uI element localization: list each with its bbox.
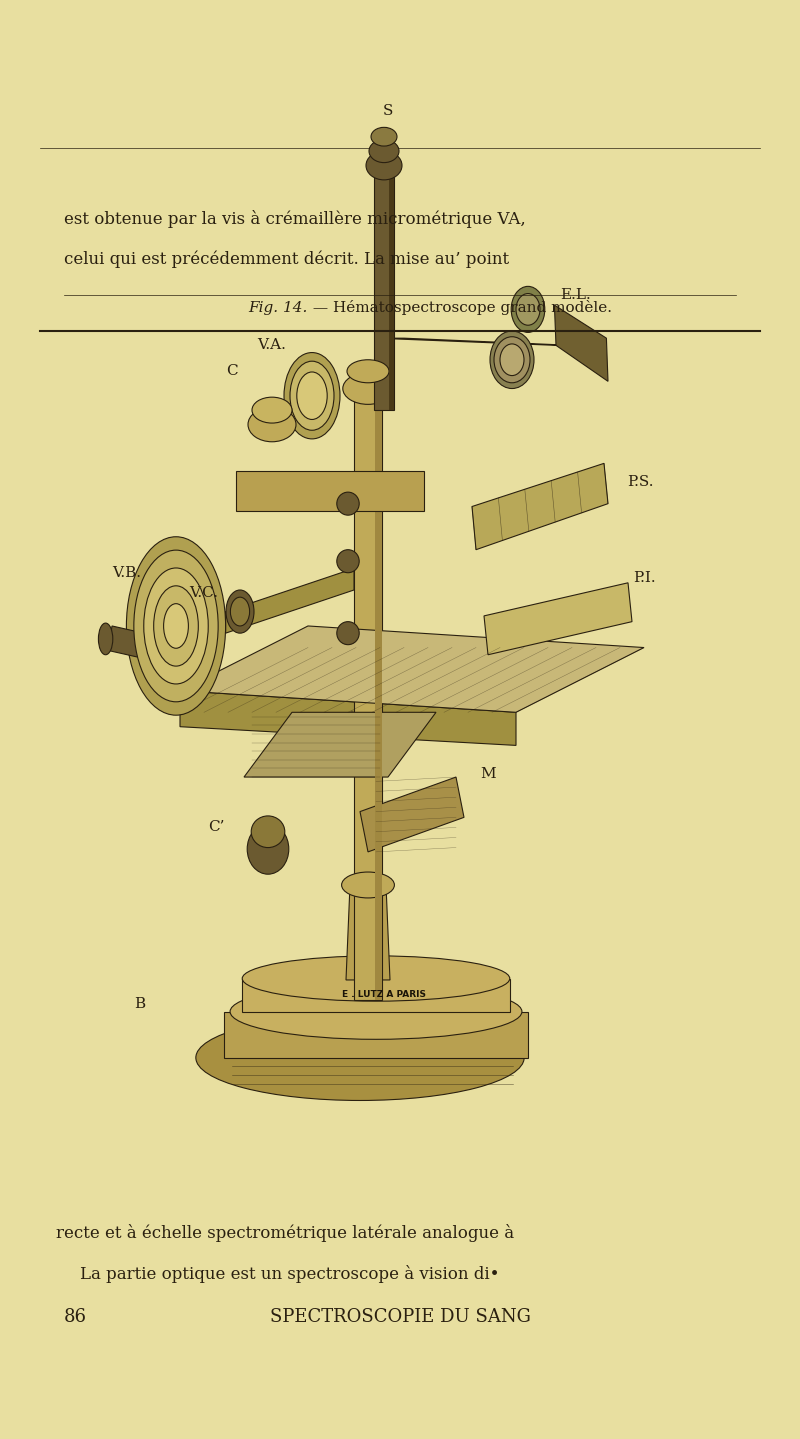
Polygon shape bbox=[375, 389, 382, 1000]
Text: C’: C’ bbox=[208, 820, 224, 835]
Text: P.I.: P.I. bbox=[633, 571, 655, 586]
Ellipse shape bbox=[134, 550, 218, 702]
Polygon shape bbox=[224, 1012, 528, 1058]
Text: V.C.: V.C. bbox=[190, 586, 218, 600]
Ellipse shape bbox=[144, 568, 208, 684]
Ellipse shape bbox=[242, 955, 510, 1002]
Polygon shape bbox=[226, 568, 354, 633]
Ellipse shape bbox=[252, 397, 292, 423]
Text: S: S bbox=[383, 104, 393, 118]
Ellipse shape bbox=[290, 361, 334, 430]
Ellipse shape bbox=[371, 128, 397, 145]
Ellipse shape bbox=[251, 816, 285, 848]
Ellipse shape bbox=[248, 407, 296, 442]
Polygon shape bbox=[472, 463, 608, 550]
Ellipse shape bbox=[366, 151, 402, 180]
Polygon shape bbox=[389, 165, 394, 410]
Polygon shape bbox=[360, 777, 464, 852]
Polygon shape bbox=[180, 626, 644, 712]
Ellipse shape bbox=[337, 550, 359, 573]
Text: La partie optique est un spectroscope à vision di•: La partie optique est un spectroscope à … bbox=[80, 1265, 499, 1282]
Text: E.L.: E.L. bbox=[561, 288, 591, 302]
Text: E . LUTZ A PARIS: E . LUTZ A PARIS bbox=[342, 990, 426, 999]
Ellipse shape bbox=[297, 373, 327, 420]
Ellipse shape bbox=[154, 586, 198, 666]
Ellipse shape bbox=[126, 537, 226, 715]
Ellipse shape bbox=[500, 344, 524, 376]
Ellipse shape bbox=[230, 597, 250, 626]
Text: M: M bbox=[480, 767, 496, 781]
Polygon shape bbox=[244, 712, 436, 777]
Ellipse shape bbox=[337, 492, 359, 515]
Polygon shape bbox=[354, 389, 382, 1000]
Polygon shape bbox=[484, 583, 632, 655]
Text: V.B.: V.B. bbox=[112, 566, 141, 580]
Ellipse shape bbox=[337, 622, 359, 645]
Ellipse shape bbox=[369, 140, 399, 163]
Text: — Hématospectroscope grand modèle.: — Hématospectroscope grand modèle. bbox=[308, 301, 612, 315]
Ellipse shape bbox=[98, 623, 113, 655]
Text: recte et à échelle spectrométrique latérale analogue à: recte et à échelle spectrométrique latér… bbox=[56, 1225, 514, 1242]
Text: 86: 86 bbox=[64, 1308, 87, 1325]
Text: C: C bbox=[226, 364, 238, 378]
Polygon shape bbox=[554, 305, 608, 381]
Ellipse shape bbox=[230, 984, 522, 1039]
Polygon shape bbox=[108, 626, 176, 665]
Polygon shape bbox=[346, 885, 390, 980]
Text: celui qui est précédemment décrit. La mise au’ point: celui qui est précédemment décrit. La mi… bbox=[64, 250, 509, 268]
Text: V.A.: V.A. bbox=[258, 338, 286, 353]
Polygon shape bbox=[374, 165, 394, 410]
Ellipse shape bbox=[342, 872, 394, 898]
Text: B: B bbox=[134, 997, 146, 1012]
Polygon shape bbox=[236, 471, 424, 511]
Ellipse shape bbox=[226, 590, 254, 633]
Text: est obtenue par la vis à crémaillère micrométrique VA,: est obtenue par la vis à crémaillère mic… bbox=[64, 210, 526, 227]
Text: P.S.: P.S. bbox=[626, 475, 654, 489]
Ellipse shape bbox=[284, 353, 340, 439]
Polygon shape bbox=[376, 338, 572, 345]
Ellipse shape bbox=[343, 373, 394, 404]
Text: SPECTROSCOPIE DU SANG: SPECTROSCOPIE DU SANG bbox=[270, 1308, 530, 1325]
Ellipse shape bbox=[494, 337, 530, 383]
Ellipse shape bbox=[247, 823, 289, 873]
Ellipse shape bbox=[163, 604, 189, 648]
Ellipse shape bbox=[516, 294, 540, 325]
Text: Fig. 14.: Fig. 14. bbox=[249, 301, 308, 315]
Polygon shape bbox=[180, 691, 516, 745]
Ellipse shape bbox=[511, 286, 545, 332]
Ellipse shape bbox=[347, 360, 389, 383]
Ellipse shape bbox=[490, 331, 534, 389]
Polygon shape bbox=[242, 979, 510, 1012]
Ellipse shape bbox=[196, 1014, 524, 1101]
